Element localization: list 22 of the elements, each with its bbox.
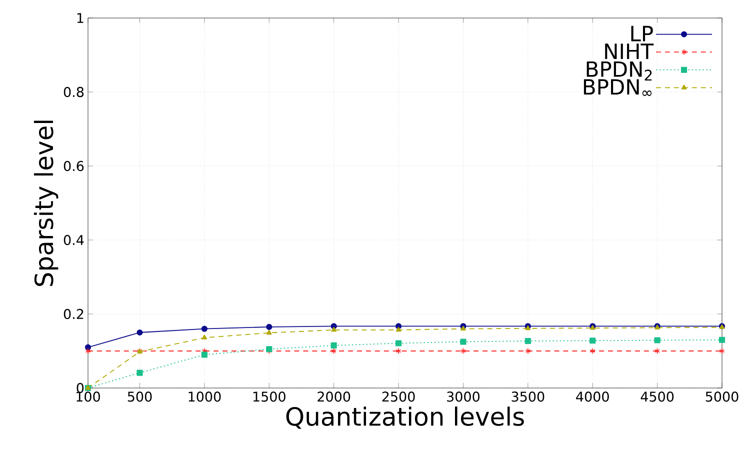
- y-tick-label: 1: [77, 13, 84, 23]
- y-tick-label: 0: [76, 382, 84, 394]
- x-tick-label: 100: [76, 392, 100, 402]
- x-tick-label: 4000: [576, 392, 609, 402]
- y-tick-label: 0.2: [64, 308, 84, 320]
- x-tick-label: 3500: [512, 392, 544, 402]
- x-axis-title: Quantization levels: [286, 406, 524, 429]
- legend-label: LP: [631, 26, 653, 42]
- x-tick-label: 1000: [188, 392, 221, 402]
- y-axis-title: Sparsity level: [34, 120, 58, 286]
- x-tick-label: 2000: [318, 392, 350, 402]
- x-tick-label: 5000: [706, 392, 738, 402]
- x-tick-label: 4500: [640, 392, 674, 402]
- y-tick-label: 0.4: [64, 234, 84, 246]
- legend-label: NIHT: [605, 44, 654, 59]
- y-tick-label: 0.6: [64, 160, 84, 172]
- x-tick-label: 500: [128, 392, 152, 402]
- x-tick-label: 2500: [382, 392, 415, 402]
- x-tick-label: 3000: [447, 392, 480, 402]
- legend-label: BPDN$_{∞}$: [584, 79, 652, 96]
- y-tick-label: 0.8: [64, 86, 84, 98]
- x-tick-label: 1500: [253, 392, 286, 402]
